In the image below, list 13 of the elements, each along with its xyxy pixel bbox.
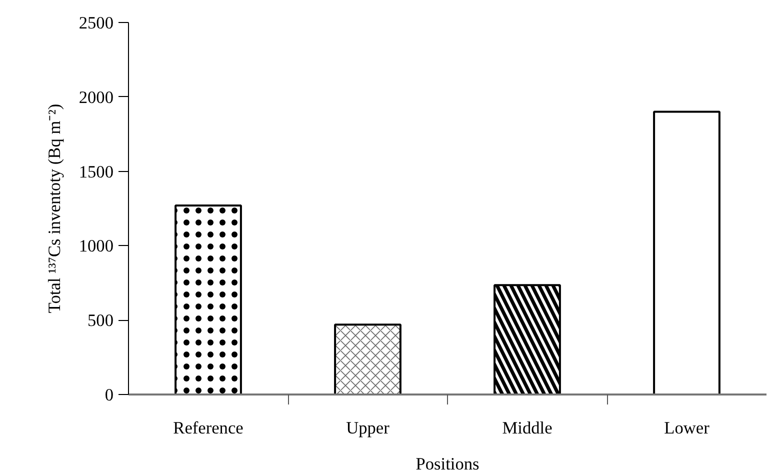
y-tick-label: 1500 xyxy=(78,162,114,182)
y-tick-label: 2000 xyxy=(78,88,114,107)
y-tick-label: 500 xyxy=(88,311,114,330)
y-tick-label: 2500 xyxy=(78,14,114,32)
y-tick-label: 1000 xyxy=(78,236,114,256)
x-tick-label: Middle xyxy=(502,418,553,438)
x-axis-title: Positions xyxy=(416,454,480,474)
x-tick-label: Reference xyxy=(173,418,244,438)
x-tick-label: Upper xyxy=(346,418,390,438)
x-tick-label: Lower xyxy=(664,418,710,438)
y-axis-title: Total ¹³⁷Cs inventoty (Bq m⁻²) xyxy=(44,104,64,314)
y-tick-label: 0 xyxy=(104,386,114,404)
bar xyxy=(653,110,720,394)
